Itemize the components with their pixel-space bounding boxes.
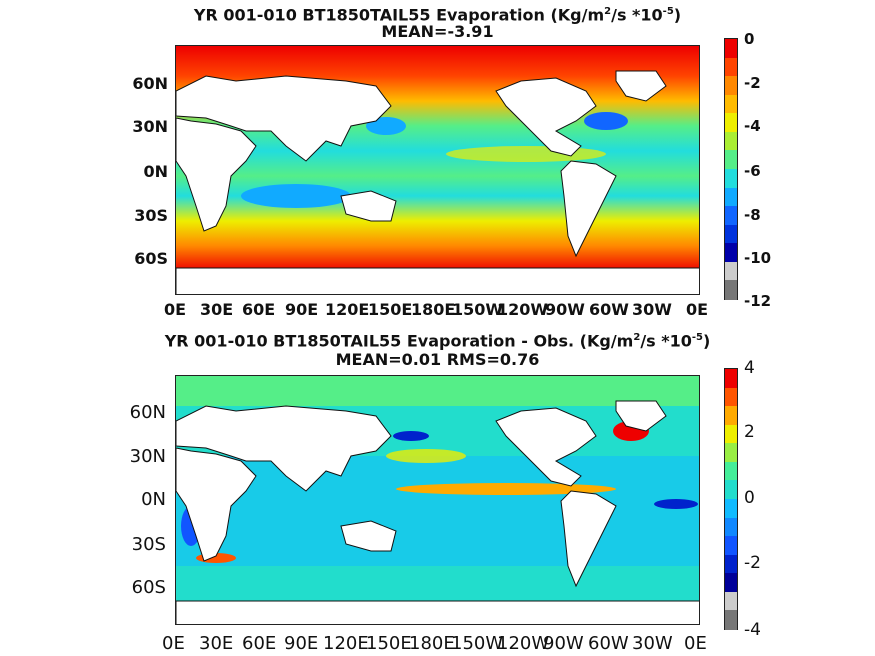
lon-label: 120E bbox=[325, 300, 370, 319]
lon-label: 0E bbox=[684, 633, 707, 654]
colorbar-tick: -4 bbox=[744, 117, 761, 135]
lon-label: 30E bbox=[199, 633, 234, 654]
colorbar-segment bbox=[725, 573, 737, 594]
colorbar-tick: -2 bbox=[744, 553, 761, 573]
panel1-colorbar bbox=[724, 38, 738, 301]
colorbar-segment bbox=[725, 113, 737, 134]
lon-label: 0E bbox=[162, 633, 185, 654]
colorbar-segment bbox=[725, 224, 737, 245]
colorbar-segment bbox=[725, 443, 737, 464]
lon-label: 120W bbox=[497, 633, 550, 654]
colorbar-segment bbox=[725, 387, 737, 408]
colorbar-segment bbox=[725, 169, 737, 189]
panel2-title: YR 001-010 BT1850TAIL55 Evaporation - Ob… bbox=[164, 331, 711, 351]
colorbar-tick: 2 bbox=[744, 422, 755, 442]
evaporation-map bbox=[175, 45, 700, 295]
panel1-subtitle: MEAN=-3.91 bbox=[381, 22, 494, 41]
colorbar-segment bbox=[725, 76, 737, 96]
colorbar-tick: -4 bbox=[744, 620, 761, 640]
colorbar-tick: 0 bbox=[744, 30, 755, 48]
lat-label-60n: 60N bbox=[132, 74, 168, 93]
lon-label: 30W bbox=[632, 300, 672, 319]
lon-label: 90W bbox=[545, 300, 585, 319]
panel2-subtitle: MEAN=0.01 RMS=0.76 bbox=[335, 350, 540, 369]
lat-label-30n: 30N bbox=[129, 446, 166, 467]
lon-label: 150W bbox=[452, 300, 504, 319]
lon-label: 150E bbox=[368, 300, 413, 319]
colorbar-segment bbox=[725, 406, 737, 426]
colorbar-segment bbox=[725, 131, 737, 152]
lat-label-60s: 60S bbox=[134, 249, 168, 268]
colorbar-segment bbox=[725, 591, 737, 612]
colorbar-tick: -12 bbox=[744, 292, 772, 310]
lat-label-60n: 60N bbox=[129, 402, 166, 423]
panel2-colorbar bbox=[724, 368, 738, 631]
colorbar-segment bbox=[725, 499, 737, 519]
colorbar-tick: 0 bbox=[744, 488, 755, 508]
lon-label: 90E bbox=[284, 633, 319, 654]
colorbar-tick: -10 bbox=[744, 249, 772, 267]
colorbar-segment bbox=[725, 187, 737, 208]
evaporation-bias-map bbox=[175, 375, 700, 625]
colorbar-segment bbox=[725, 517, 737, 538]
colorbar-segment bbox=[725, 424, 737, 445]
colorbar-segment bbox=[725, 206, 737, 226]
lon-label: 120E bbox=[323, 633, 369, 654]
colorbar-segment bbox=[725, 261, 737, 282]
panel1-title: YR 001-010 BT1850TAIL55 Evaporation (Kg/… bbox=[193, 5, 682, 25]
colorbar-segment bbox=[725, 39, 737, 59]
lon-label: 150E bbox=[366, 633, 412, 654]
lat-label-0n: 0N bbox=[141, 489, 166, 510]
lon-label: 60E bbox=[242, 300, 276, 319]
colorbar-segment bbox=[725, 57, 737, 78]
lon-label: 0E bbox=[164, 300, 187, 319]
lat-label-0n: 0N bbox=[143, 162, 168, 181]
lon-label: 180E bbox=[411, 300, 456, 319]
colorbar-segment bbox=[725, 480, 737, 501]
colorbar-segment bbox=[725, 94, 737, 115]
lon-label: 120W bbox=[497, 300, 549, 319]
colorbar-segment bbox=[725, 150, 737, 171]
colorbar-tick: -2 bbox=[744, 74, 761, 92]
colorbar-segment bbox=[725, 369, 737, 389]
colorbar-segment bbox=[725, 554, 737, 575]
lon-label: 90E bbox=[285, 300, 319, 319]
colorbar-segment bbox=[725, 536, 737, 556]
lon-label: 0E bbox=[686, 300, 709, 319]
colorbar-tick: -6 bbox=[744, 162, 761, 180]
colorbar-segment bbox=[725, 280, 737, 301]
colorbar-segment bbox=[725, 243, 737, 264]
colorbar-segment bbox=[725, 461, 737, 482]
lon-label: 60E bbox=[242, 633, 277, 654]
lat-label-30s: 30S bbox=[131, 534, 166, 555]
lat-label-60s: 60S bbox=[131, 577, 166, 598]
lon-label: 150W bbox=[451, 633, 504, 654]
evaporation-map-image bbox=[176, 46, 699, 294]
lon-label: 30E bbox=[200, 300, 234, 319]
lat-label-30n: 30N bbox=[132, 117, 168, 136]
lon-label: 60W bbox=[588, 633, 629, 654]
lon-label: 180E bbox=[409, 633, 455, 654]
colorbar-segment bbox=[725, 610, 737, 631]
lon-label: 60W bbox=[589, 300, 629, 319]
lat-label-30s: 30S bbox=[134, 206, 168, 225]
lon-label: 90W bbox=[543, 633, 584, 654]
colorbar-tick: -8 bbox=[744, 206, 761, 224]
lon-label: 30W bbox=[632, 633, 673, 654]
evaporation-bias-map-image bbox=[176, 376, 699, 624]
colorbar-tick: 4 bbox=[744, 358, 755, 378]
